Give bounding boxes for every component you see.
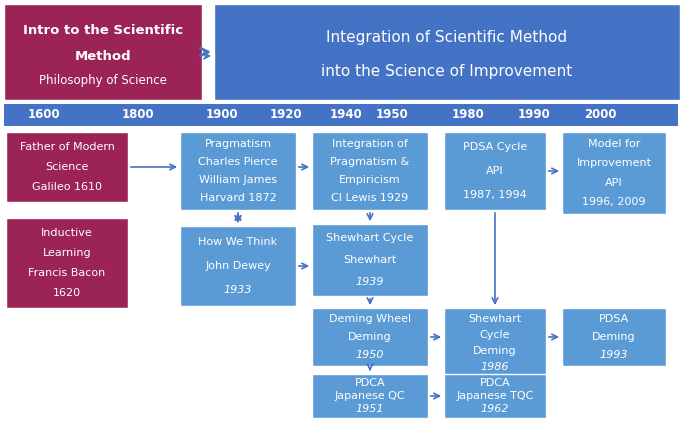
Bar [562,308,666,366]
Text: Father of Modern: Father of Modern [20,142,115,152]
Text: Improvement: Improvement [576,159,652,168]
Text: 1600: 1600 [27,109,60,121]
Text: Intro to the Scientific: Intro to the Scientific [23,25,183,37]
Bar [214,4,680,100]
Bar [312,132,428,210]
Text: PDCA: PDCA [355,378,386,387]
Bar [6,218,128,308]
Text: into the Science of Improvement: into the Science of Improvement [321,64,573,79]
Bar [180,226,296,306]
Text: Deming: Deming [592,332,636,342]
Text: Japanese QC: Japanese QC [335,391,405,401]
Text: 1990: 1990 [518,109,550,121]
Text: Galileo 1610: Galileo 1610 [32,182,102,192]
Text: 1987, 1994: 1987, 1994 [463,190,527,200]
Text: Integration of: Integration of [332,139,408,149]
Text: 1986: 1986 [481,363,509,372]
Text: William James: William James [199,175,277,185]
Text: Japanese TQC: Japanese TQC [456,391,534,401]
Text: Deming: Deming [348,332,392,342]
Text: 1900: 1900 [206,109,238,121]
Bar [444,132,546,210]
Text: Shewhart: Shewhart [344,255,397,265]
Text: 1950: 1950 [376,109,408,121]
Text: Pragmatism &: Pragmatism & [331,157,410,167]
Text: Charles Pierce: Charles Pierce [198,157,278,167]
Bar [312,224,428,296]
Text: 2000: 2000 [584,109,616,121]
Text: How We Think: How We Think [198,237,278,247]
Text: Shewhart Cycle: Shewhart Cycle [327,233,414,243]
Bar [444,374,546,418]
Text: John Dewey: John Dewey [205,261,271,271]
Text: 1800: 1800 [121,109,154,121]
Bar [312,374,428,418]
Text: Empiricism: Empiricism [339,175,401,185]
Text: 1940: 1940 [330,109,362,121]
Bar [562,132,666,214]
Text: Model for: Model for [588,140,640,149]
Text: API: API [486,166,504,176]
Bar [180,132,296,210]
Bar [6,132,128,202]
Text: Harvard 1872: Harvard 1872 [200,193,276,203]
Text: Method: Method [75,50,131,63]
Text: 1933: 1933 [224,285,252,295]
Text: 1996, 2009: 1996, 2009 [582,197,646,206]
Text: Integration of Scientific Method: Integration of Scientific Method [327,30,567,45]
Text: 1993: 1993 [600,349,628,360]
Text: 1951: 1951 [356,404,384,415]
Text: 1920: 1920 [270,109,303,121]
Bar [312,308,428,366]
Text: 1939: 1939 [356,277,384,287]
Text: Cycle: Cycle [480,330,510,340]
Text: Philosophy of Science: Philosophy of Science [39,74,167,87]
Text: 1950: 1950 [356,349,384,360]
Text: PDSA: PDSA [599,314,629,324]
Text: 1980: 1980 [451,109,484,121]
Text: Shewhart: Shewhart [469,313,521,324]
Text: Pragmatism: Pragmatism [204,139,272,149]
Text: Deming: Deming [473,346,517,356]
Text: Deming Wheel: Deming Wheel [329,314,411,324]
Bar [4,4,202,100]
Text: Learning: Learning [43,248,91,258]
Bar [4,104,678,126]
Text: 1620: 1620 [53,288,81,298]
Text: 1962: 1962 [481,404,509,415]
Text: PDCA: PDCA [480,378,510,387]
Bar [444,308,546,378]
Text: CI Lewis 1929: CI Lewis 1929 [331,193,409,203]
Text: Francis Bacon: Francis Bacon [28,268,106,278]
Text: Science: Science [45,162,88,172]
Text: PDSA Cycle: PDSA Cycle [463,143,527,152]
Text: Inductive: Inductive [41,228,93,238]
Text: API: API [605,178,623,187]
